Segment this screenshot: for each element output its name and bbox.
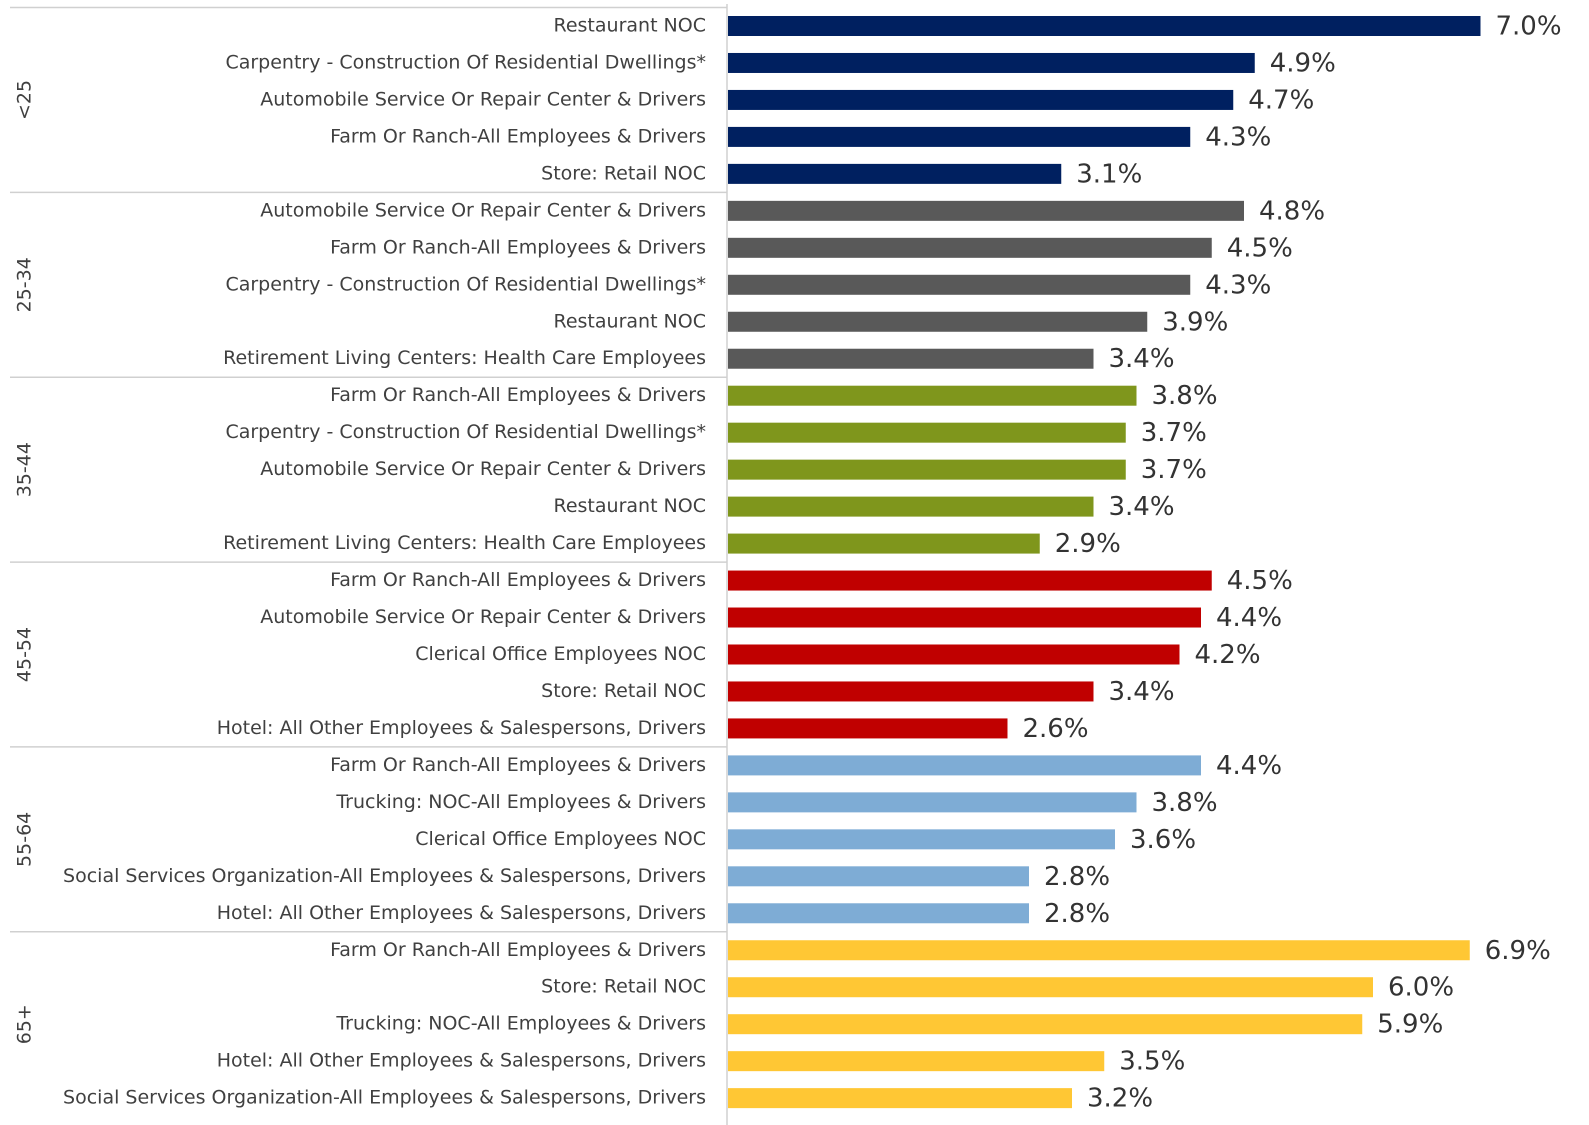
bar: [728, 681, 1094, 702]
category-label: Automobile Service Or Repair Center & Dr…: [260, 606, 706, 628]
category-label: Store: Retail NOC: [541, 162, 706, 184]
bar: [728, 903, 1029, 924]
bar: [728, 126, 1191, 147]
bar: [728, 977, 1373, 998]
category-label: Carpentry - Construction Of Residential …: [225, 51, 706, 73]
category-label: Hotel: All Other Employees & Salesperson…: [217, 1050, 706, 1072]
value-label: 3.8%: [1152, 381, 1218, 411]
category-label: Store: Retail NOC: [541, 680, 706, 702]
category-label: Restaurant NOC: [554, 310, 707, 332]
value-label: 4.5%: [1227, 233, 1293, 263]
value-label: 7.0%: [1496, 12, 1562, 42]
value-label: 3.4%: [1109, 677, 1175, 707]
value-label: 6.9%: [1485, 936, 1551, 966]
bar: [728, 570, 1212, 591]
bar: [728, 1014, 1363, 1035]
value-label: 2.6%: [1023, 714, 1089, 744]
category-label: Store: Retail NOC: [541, 976, 706, 998]
value-label: 4.4%: [1216, 751, 1282, 781]
value-label: 4.7%: [1248, 85, 1314, 115]
value-label: 3.7%: [1141, 418, 1207, 448]
category-label: Retirement Living Centers: Health Care E…: [223, 532, 706, 554]
bar: [728, 385, 1137, 406]
value-label: 3.4%: [1109, 492, 1175, 522]
value-label: 2.8%: [1044, 899, 1110, 929]
bar: [728, 200, 1244, 221]
bar: [728, 274, 1191, 295]
bar: [728, 237, 1212, 258]
value-label: 3.8%: [1152, 788, 1218, 818]
bar: [728, 422, 1126, 443]
category-label: Automobile Service Or Repair Center & Dr…: [260, 88, 706, 110]
group-label: <25: [14, 80, 36, 120]
bar: [728, 792, 1137, 813]
value-label: 4.2%: [1195, 640, 1261, 670]
category-label: Social Services Organization-All Employe…: [63, 865, 706, 887]
category-label: Farm Or Ranch-All Employees & Drivers: [330, 125, 706, 147]
category-label: Carpentry - Construction Of Residential …: [225, 273, 706, 295]
value-label: 3.1%: [1076, 159, 1142, 189]
category-label: Farm Or Ranch-All Employees & Drivers: [330, 754, 706, 776]
bar: [728, 755, 1201, 776]
category-label: Hotel: All Other Employees & Salesperson…: [217, 717, 706, 739]
value-label: 3.6%: [1130, 825, 1196, 855]
category-label: Retirement Living Centers: Health Care E…: [223, 347, 706, 369]
category-label: Hotel: All Other Employees & Salesperson…: [217, 902, 706, 924]
value-label: 4.9%: [1270, 48, 1336, 78]
group-label: 45-54: [14, 627, 36, 682]
value-label: 4.8%: [1259, 196, 1325, 226]
bar: [728, 16, 1481, 36]
value-label: 3.4%: [1109, 344, 1175, 374]
value-label: 4.3%: [1205, 122, 1271, 152]
category-label: Trucking: NOC-All Employees & Drivers: [335, 791, 706, 813]
bar: [728, 718, 1008, 739]
bar: [728, 866, 1029, 887]
value-label: 4.3%: [1205, 270, 1271, 300]
group-label: 55-64: [14, 812, 36, 867]
value-label: 3.5%: [1119, 1047, 1185, 1077]
bar: [728, 348, 1094, 369]
value-label: 6.0%: [1388, 973, 1454, 1003]
category-label: Restaurant NOC: [554, 15, 707, 37]
bar: [728, 163, 1062, 184]
category-label: Restaurant NOC: [554, 495, 707, 517]
bar: [728, 644, 1180, 665]
category-label: Automobile Service Or Repair Center & Dr…: [260, 199, 706, 221]
value-label: 4.4%: [1216, 603, 1282, 633]
value-label: 3.7%: [1141, 455, 1207, 485]
category-label: Trucking: NOC-All Employees & Drivers: [335, 1013, 706, 1035]
group-label: 35-44: [14, 442, 36, 497]
category-label: Automobile Service Or Repair Center & Dr…: [260, 458, 706, 480]
bar: [728, 311, 1148, 332]
bar: [728, 1051, 1105, 1072]
value-label: 3.2%: [1087, 1084, 1153, 1114]
value-label: 2.9%: [1055, 529, 1121, 559]
value-label: 3.9%: [1162, 307, 1228, 337]
bar: [728, 940, 1470, 961]
value-label: 5.9%: [1377, 1010, 1443, 1040]
category-label: Farm Or Ranch-All Employees & Drivers: [330, 236, 706, 258]
bar: [728, 496, 1094, 517]
bar: [728, 89, 1234, 110]
value-label: 4.5%: [1227, 566, 1293, 596]
bar: [728, 829, 1115, 850]
bar: [728, 459, 1126, 480]
group-label: 25-34: [14, 257, 36, 312]
bar: [728, 607, 1201, 628]
value-label: 2.8%: [1044, 862, 1110, 892]
category-label: Farm Or Ranch-All Employees & Drivers: [330, 939, 706, 961]
group-label: 65+: [14, 1004, 36, 1044]
category-label: Clerical Office Employees NOC: [415, 828, 706, 850]
category-label: Farm Or Ranch-All Employees & Drivers: [330, 384, 706, 406]
bar: [728, 1088, 1072, 1109]
category-label: Farm Or Ranch-All Employees & Drivers: [330, 569, 706, 591]
category-label: Social Services Organization-All Employe…: [63, 1087, 706, 1109]
category-label: Carpentry - Construction Of Residential …: [225, 421, 706, 443]
category-label: Clerical Office Employees NOC: [415, 643, 706, 665]
bar: [728, 533, 1040, 554]
bar: [728, 52, 1255, 73]
